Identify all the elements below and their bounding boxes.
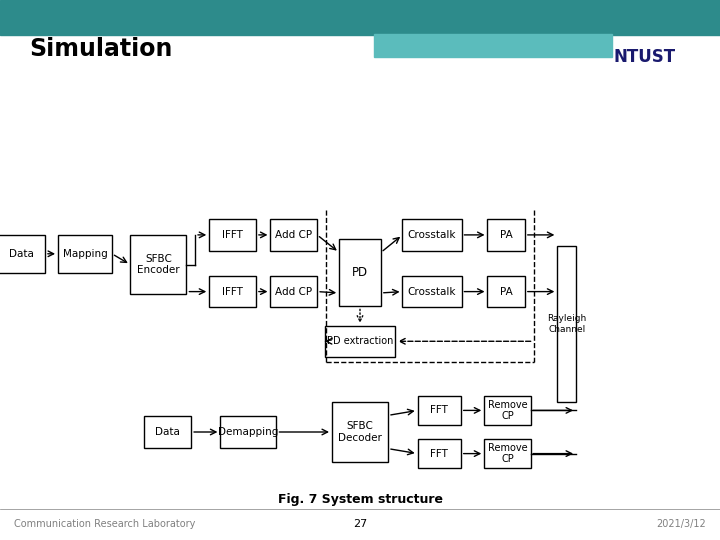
FancyBboxPatch shape — [487, 276, 525, 307]
Text: NTUST: NTUST — [613, 48, 675, 66]
Text: PD: PD — [352, 266, 368, 279]
Text: 27: 27 — [353, 519, 367, 529]
FancyBboxPatch shape — [402, 219, 462, 251]
Text: 2021/3/12: 2021/3/12 — [656, 519, 706, 529]
Text: Simulation: Simulation — [29, 37, 172, 60]
Text: PA: PA — [500, 230, 513, 240]
Text: FFT: FFT — [431, 406, 448, 415]
Text: SFBC
Encoder: SFBC Encoder — [137, 254, 180, 275]
Text: Fig. 7 System structure: Fig. 7 System structure — [277, 493, 443, 506]
FancyBboxPatch shape — [332, 402, 388, 462]
Text: IFFT: IFFT — [222, 287, 243, 296]
FancyBboxPatch shape — [402, 276, 462, 307]
FancyBboxPatch shape — [418, 438, 461, 468]
Bar — [374, 34, 612, 57]
FancyBboxPatch shape — [145, 416, 192, 448]
Text: Communication Research Laboratory: Communication Research Laboratory — [14, 519, 196, 529]
FancyBboxPatch shape — [270, 219, 317, 251]
FancyBboxPatch shape — [0, 235, 45, 273]
Text: Crosstalk: Crosstalk — [408, 287, 456, 296]
FancyBboxPatch shape — [557, 246, 576, 402]
FancyBboxPatch shape — [209, 276, 256, 307]
Text: Mapping: Mapping — [63, 249, 107, 259]
Text: PA: PA — [500, 287, 513, 296]
FancyBboxPatch shape — [130, 235, 186, 294]
Text: Crosstalk: Crosstalk — [408, 230, 456, 240]
Text: Add CP: Add CP — [275, 230, 312, 240]
FancyBboxPatch shape — [487, 219, 525, 251]
Text: Data: Data — [156, 427, 180, 437]
Text: Remove
CP: Remove CP — [487, 443, 528, 464]
Text: Demapping: Demapping — [218, 427, 279, 437]
FancyBboxPatch shape — [58, 235, 112, 273]
Text: Add CP: Add CP — [275, 287, 312, 296]
Text: Data: Data — [9, 249, 34, 259]
Bar — [0, 0, 720, 35]
Text: PD extraction: PD extraction — [327, 336, 393, 346]
FancyBboxPatch shape — [484, 438, 531, 468]
Text: IFFT: IFFT — [222, 230, 243, 240]
Text: Remove
CP: Remove CP — [487, 400, 528, 421]
FancyBboxPatch shape — [325, 326, 395, 357]
FancyBboxPatch shape — [418, 395, 461, 426]
Text: FFT: FFT — [431, 449, 448, 458]
Text: SFBC
Decoder: SFBC Decoder — [338, 421, 382, 443]
Text: Rayleigh
Channel: Rayleigh Channel — [547, 314, 586, 334]
FancyBboxPatch shape — [484, 395, 531, 426]
FancyBboxPatch shape — [270, 276, 317, 307]
FancyBboxPatch shape — [220, 416, 276, 448]
FancyBboxPatch shape — [209, 219, 256, 251]
FancyBboxPatch shape — [339, 239, 381, 306]
